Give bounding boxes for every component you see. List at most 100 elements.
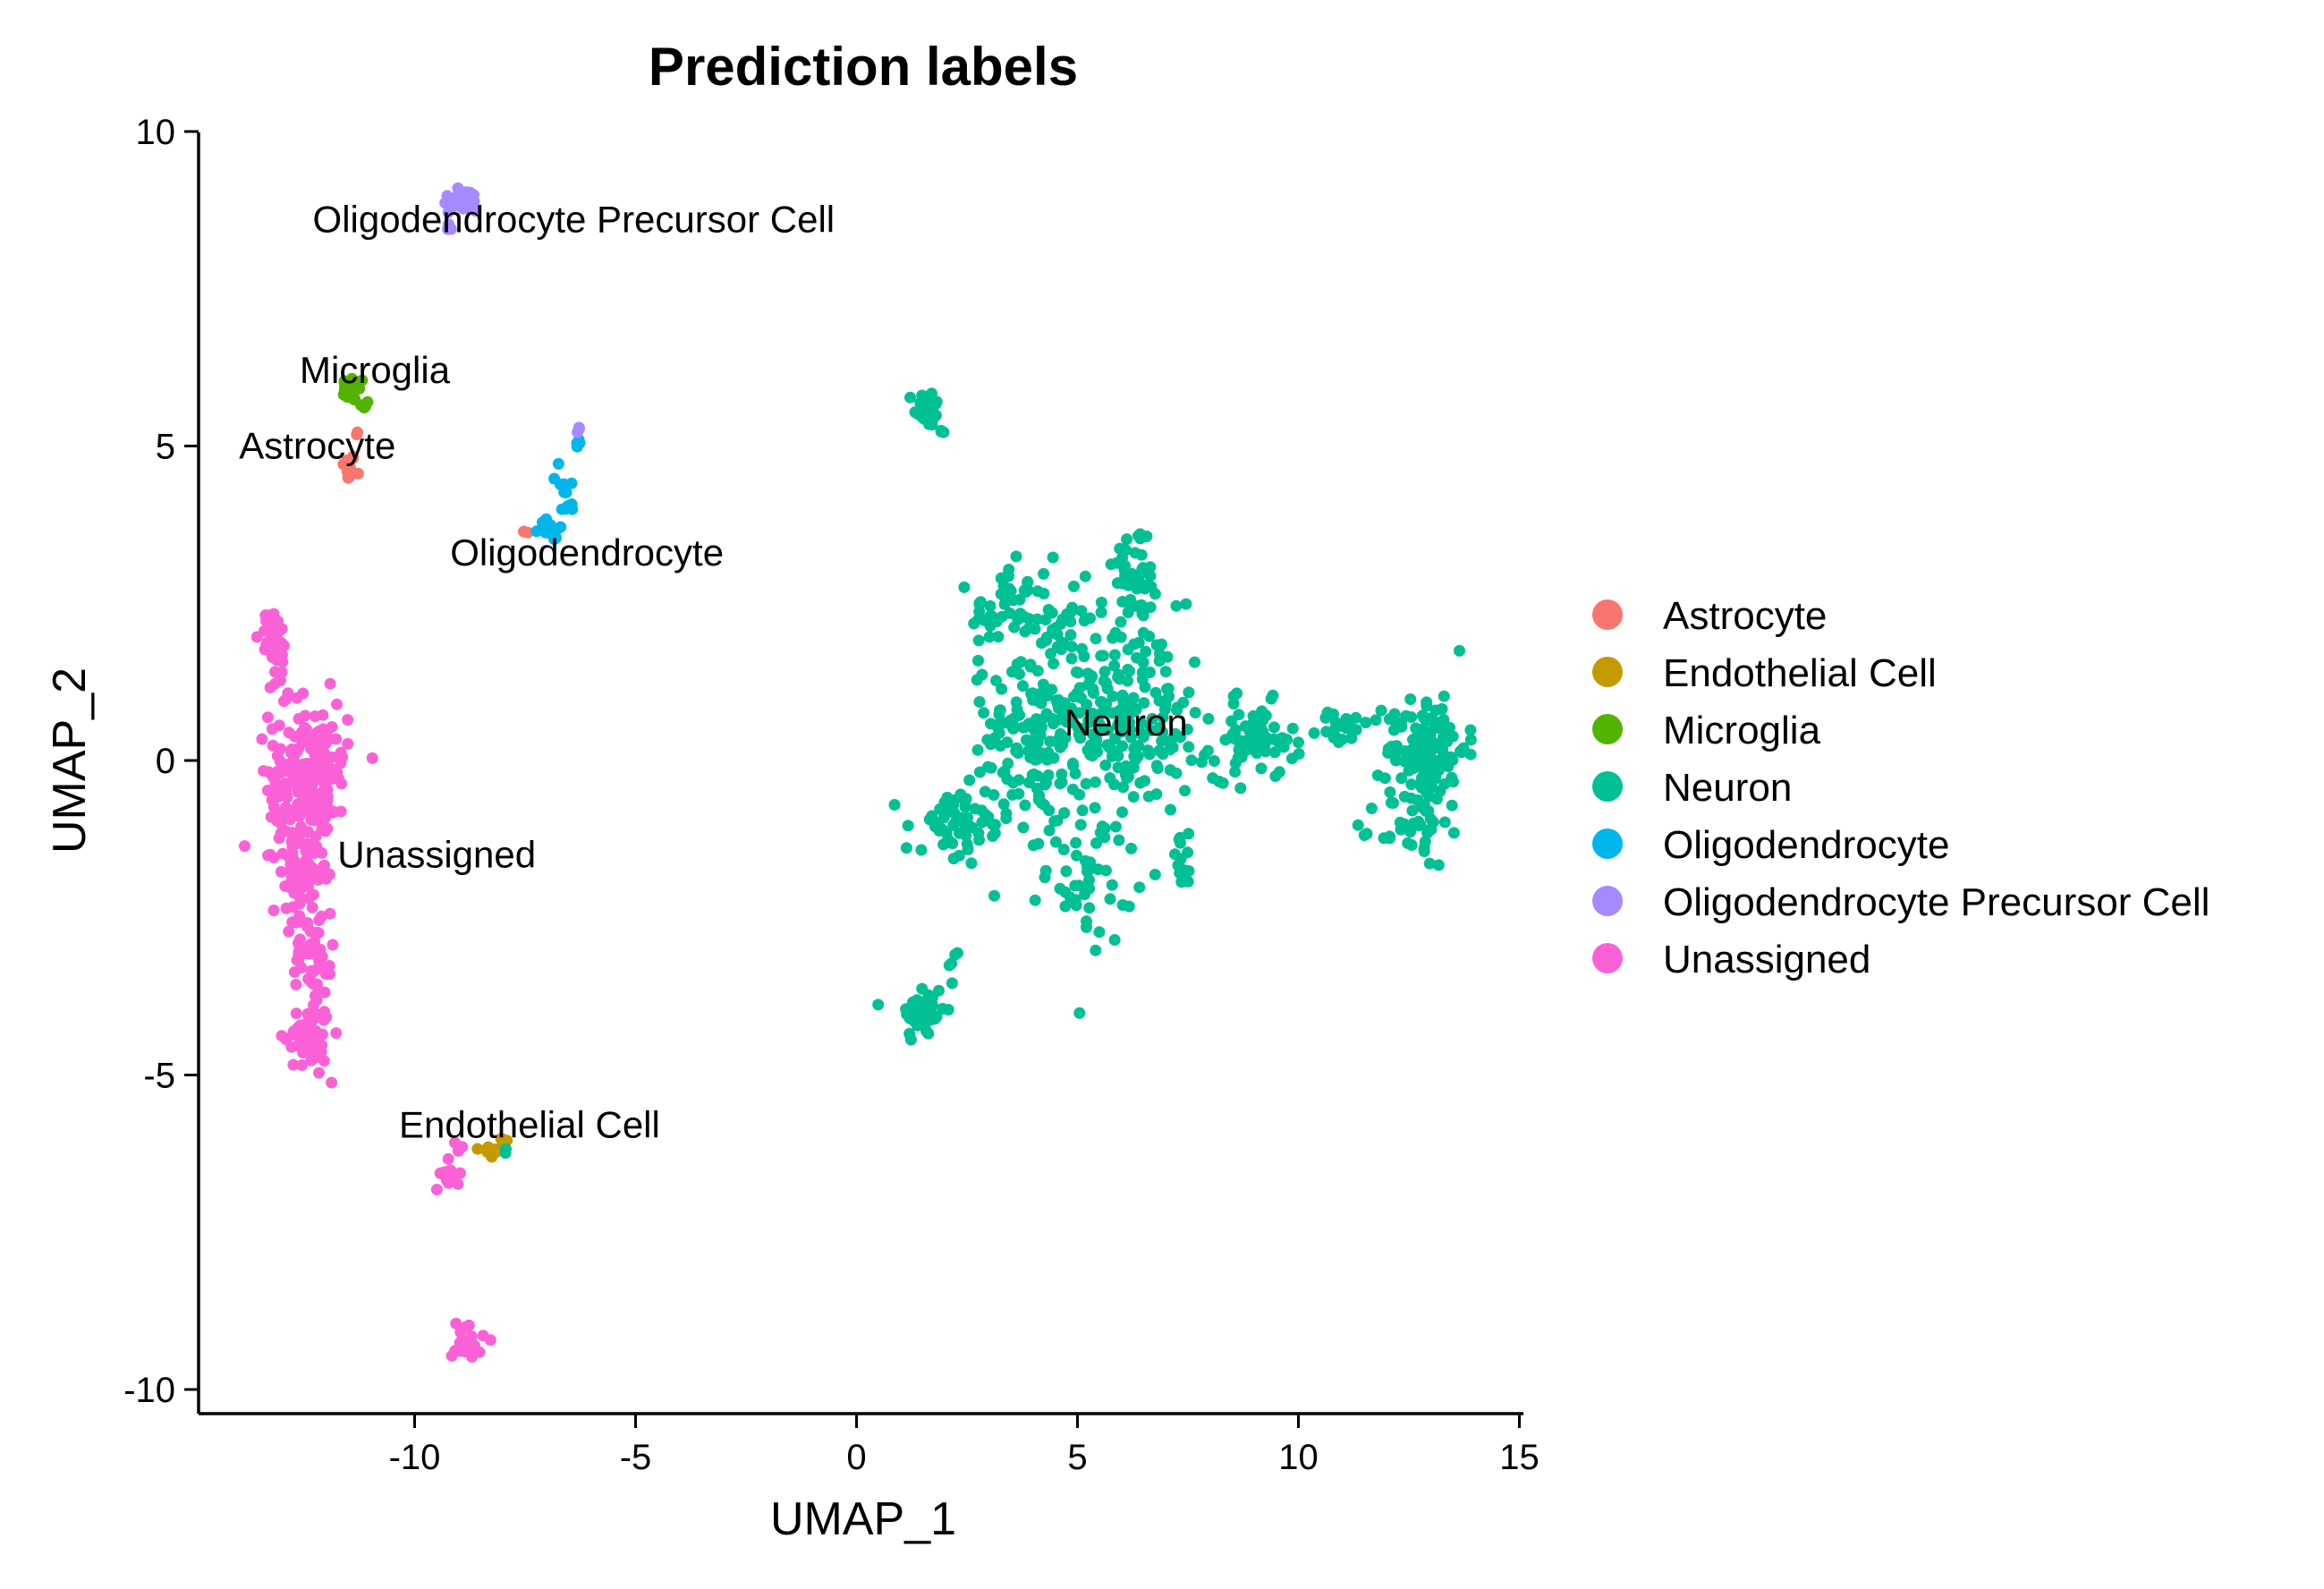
- point-neuron: [919, 410, 931, 422]
- point-neuron: [1137, 626, 1149, 639]
- point-neuron: [1116, 806, 1128, 819]
- point-microglia: [338, 375, 351, 387]
- point-unassigned: [297, 872, 310, 885]
- annotations-layer: Oligodendrocyte Precursor Cell Microglia A…: [239, 198, 1187, 1145]
- point-neuron: [1086, 707, 1098, 719]
- point-neuron: [971, 744, 984, 756]
- point-neuron: [1132, 636, 1145, 649]
- point-neuron: [1179, 785, 1191, 797]
- point-neuron: [1039, 871, 1051, 884]
- point-neuron: [1017, 821, 1030, 834]
- point-neuron: [1011, 742, 1023, 754]
- point-neuron: [1140, 645, 1152, 658]
- point-neuron: [1089, 776, 1101, 788]
- cluster-label: Oligodendrocyte Precursor Cell: [313, 198, 835, 240]
- point-neuron: [1423, 790, 1436, 803]
- point-neuron: [963, 774, 976, 786]
- point-neuron: [1229, 766, 1242, 778]
- point-unassigned: [271, 750, 284, 762]
- point-neuron: [1057, 844, 1070, 855]
- point-neuron: [966, 821, 978, 834]
- point-unassigned: [320, 782, 333, 794]
- point-neuron: [1018, 610, 1031, 623]
- point-neuron: [1189, 656, 1200, 668]
- point-neuron: [1019, 625, 1031, 638]
- point-unassigned: [296, 788, 309, 801]
- point-unassigned: [456, 1141, 469, 1153]
- point-oligodendrocyte: [557, 478, 570, 490]
- point-neuron: [1108, 934, 1121, 946]
- point-neuron: [904, 1033, 917, 1046]
- point-neuron: [946, 957, 958, 970]
- point-unassigned: [282, 765, 294, 778]
- point-unassigned: [332, 772, 344, 785]
- point-unassigned: [324, 677, 336, 690]
- point-unassigned: [460, 1321, 472, 1333]
- point-neuron: [1095, 607, 1107, 618]
- point-oligodendrocyte: [571, 437, 583, 449]
- point-neuron: [1122, 675, 1133, 687]
- point-unassigned: [296, 1059, 308, 1071]
- point-oligodendrocyte-precursor-cell: [445, 223, 457, 235]
- point-neuron: [1247, 710, 1260, 722]
- point-neuron: [1403, 764, 1415, 777]
- point-neuron: [1107, 746, 1119, 759]
- point-unassigned: [366, 752, 378, 764]
- point-neuron: [1446, 771, 1458, 784]
- point-neuron: [1006, 666, 1018, 678]
- point-neuron: [1239, 744, 1251, 757]
- point-neuron: [1166, 741, 1179, 753]
- point-unassigned: [286, 829, 299, 842]
- point-neuron: [1036, 713, 1048, 726]
- point-neuron: [1268, 746, 1281, 759]
- point-unassigned: [302, 826, 314, 838]
- point-neuron: [1121, 533, 1133, 546]
- point-neuron: [1255, 762, 1268, 775]
- point-neuron: [1370, 714, 1382, 727]
- point-unassigned: [308, 814, 320, 827]
- y-tick-label: -5: [143, 1057, 175, 1096]
- point-neuron: [992, 631, 1005, 643]
- point-neuron: [994, 704, 1006, 717]
- point-neuron: [979, 786, 991, 798]
- point-neuron: [1447, 827, 1460, 839]
- point-neuron: [1157, 711, 1169, 724]
- point-unassigned: [256, 733, 268, 745]
- point-neuron: [1124, 731, 1137, 744]
- point-neuron: [1081, 744, 1094, 756]
- point-neuron: [1019, 799, 1031, 811]
- y-tick-label: -10: [123, 1371, 175, 1410]
- point-neuron: [1055, 616, 1067, 629]
- point-neuron: [1419, 836, 1431, 848]
- point-neuron: [1208, 755, 1220, 767]
- point-neuron: [1122, 643, 1134, 656]
- point-oligodendrocyte: [536, 516, 548, 529]
- point-neuron: [1217, 777, 1229, 789]
- legend-label: Unassigned: [1663, 938, 1870, 981]
- point-neuron: [1183, 741, 1195, 753]
- point-unassigned: [468, 1339, 480, 1352]
- legend-label: Astrocyte: [1663, 594, 1827, 638]
- point-unassigned: [285, 873, 298, 886]
- point-unassigned: [266, 794, 278, 806]
- point-neuron: [1429, 754, 1441, 767]
- point-neuron: [1020, 734, 1032, 746]
- point-unassigned: [262, 785, 274, 796]
- point-neuron: [986, 610, 998, 623]
- point-neuron: [1133, 881, 1146, 894]
- point-neuron: [1340, 718, 1352, 731]
- point-neuron: [888, 799, 901, 811]
- point-neuron: [1365, 803, 1378, 814]
- point-neuron: [1387, 724, 1400, 736]
- point-neuron: [1149, 869, 1161, 880]
- legend-key: [1592, 828, 1623, 859]
- point-neuron: [1076, 642, 1088, 655]
- point-neuron: [1113, 668, 1124, 681]
- point-unassigned: [293, 897, 306, 910]
- point-neuron: [974, 596, 987, 608]
- point-unassigned: [322, 802, 335, 814]
- point-neuron: [1424, 729, 1437, 742]
- point-unassigned: [326, 721, 338, 733]
